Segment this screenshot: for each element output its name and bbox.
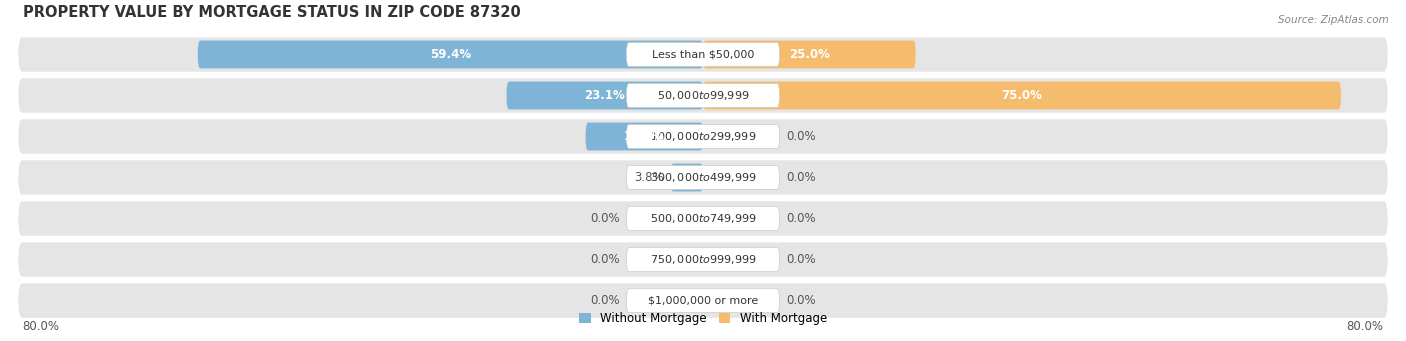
- FancyBboxPatch shape: [703, 41, 915, 69]
- FancyBboxPatch shape: [627, 124, 779, 148]
- Text: 80.0%: 80.0%: [22, 320, 59, 332]
- Text: $750,000 to $999,999: $750,000 to $999,999: [650, 253, 756, 266]
- Text: 0.0%: 0.0%: [786, 171, 815, 184]
- Text: 25.0%: 25.0%: [789, 48, 830, 61]
- Text: $300,000 to $499,999: $300,000 to $499,999: [650, 171, 756, 184]
- FancyBboxPatch shape: [18, 78, 1388, 113]
- Text: Source: ZipAtlas.com: Source: ZipAtlas.com: [1278, 15, 1389, 25]
- Legend: Without Mortgage, With Mortgage: Without Mortgage, With Mortgage: [574, 307, 832, 329]
- FancyBboxPatch shape: [18, 283, 1388, 318]
- FancyBboxPatch shape: [627, 43, 779, 66]
- Text: 3.8%: 3.8%: [634, 171, 664, 184]
- Text: 0.0%: 0.0%: [786, 130, 815, 143]
- Text: Less than $50,000: Less than $50,000: [652, 49, 754, 59]
- Text: 0.0%: 0.0%: [786, 253, 815, 266]
- Text: 13.8%: 13.8%: [624, 130, 665, 143]
- Text: 0.0%: 0.0%: [591, 253, 620, 266]
- Text: 80.0%: 80.0%: [1347, 320, 1384, 332]
- Text: 0.0%: 0.0%: [786, 294, 815, 307]
- FancyBboxPatch shape: [18, 37, 1388, 72]
- FancyBboxPatch shape: [506, 81, 703, 109]
- Text: 59.4%: 59.4%: [430, 48, 471, 61]
- FancyBboxPatch shape: [18, 242, 1388, 277]
- Text: $100,000 to $299,999: $100,000 to $299,999: [650, 130, 756, 143]
- Text: 75.0%: 75.0%: [1001, 89, 1042, 102]
- Text: $50,000 to $99,999: $50,000 to $99,999: [657, 89, 749, 102]
- FancyBboxPatch shape: [627, 84, 779, 107]
- FancyBboxPatch shape: [18, 119, 1388, 154]
- FancyBboxPatch shape: [18, 160, 1388, 195]
- FancyBboxPatch shape: [627, 248, 779, 271]
- Text: 0.0%: 0.0%: [786, 212, 815, 225]
- FancyBboxPatch shape: [703, 81, 1341, 109]
- FancyBboxPatch shape: [627, 166, 779, 190]
- Text: 23.1%: 23.1%: [585, 89, 626, 102]
- FancyBboxPatch shape: [586, 122, 703, 150]
- FancyBboxPatch shape: [18, 201, 1388, 236]
- FancyBboxPatch shape: [627, 207, 779, 231]
- Text: 0.0%: 0.0%: [591, 212, 620, 225]
- FancyBboxPatch shape: [671, 164, 703, 192]
- Text: PROPERTY VALUE BY MORTGAGE STATUS IN ZIP CODE 87320: PROPERTY VALUE BY MORTGAGE STATUS IN ZIP…: [22, 5, 520, 20]
- FancyBboxPatch shape: [627, 289, 779, 312]
- Text: $1,000,000 or more: $1,000,000 or more: [648, 296, 758, 306]
- FancyBboxPatch shape: [198, 41, 703, 69]
- Text: 0.0%: 0.0%: [591, 294, 620, 307]
- Text: $500,000 to $749,999: $500,000 to $749,999: [650, 212, 756, 225]
